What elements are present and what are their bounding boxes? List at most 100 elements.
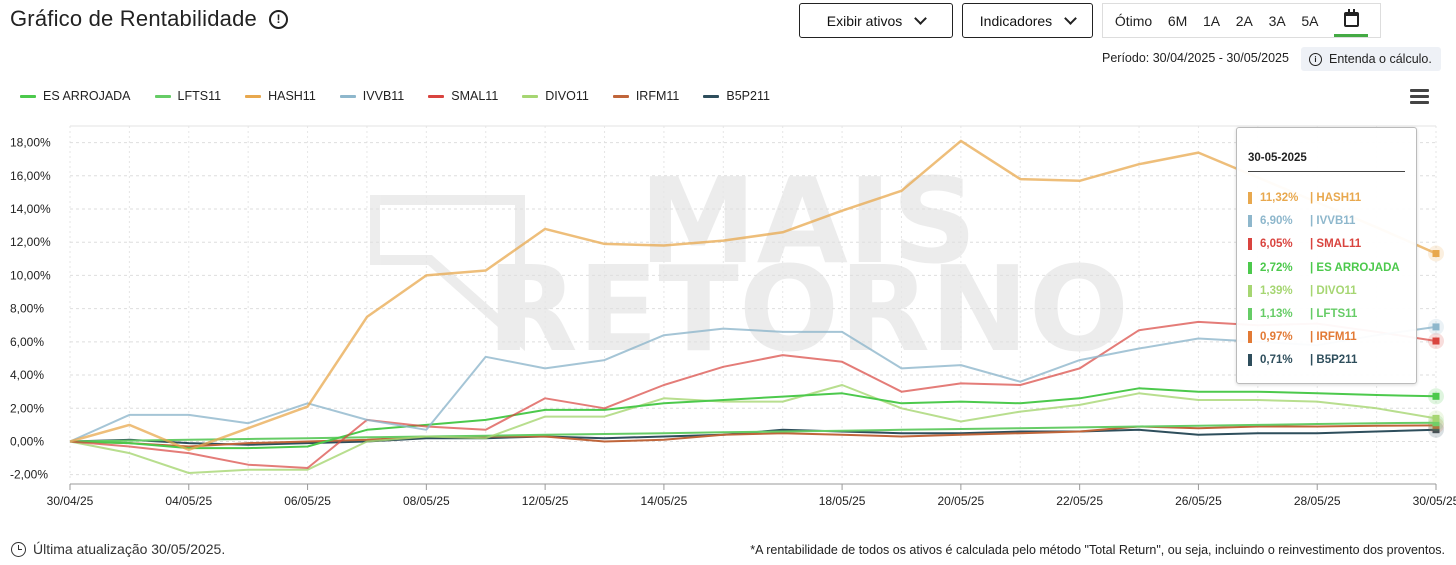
y-tick-label: 2,00% <box>10 401 44 415</box>
legend-item-b5p211[interactable]: B5P211 <box>703 89 770 103</box>
clock-icon <box>11 541 26 557</box>
series-line-es-arrojada <box>69 387 1437 450</box>
show-assets-dropdown[interactable]: Exibir ativos <box>799 3 953 38</box>
x-tick-label: 14/05/25 <box>641 494 688 508</box>
tooltip-row: 0,71% | B5P211 <box>1248 354 1358 367</box>
show-assets-label: Exibir ativos <box>826 12 903 29</box>
y-tick-label: 10,00% <box>10 268 51 282</box>
tooltip-color-bar <box>1248 192 1252 204</box>
info-icon[interactable]: ! <box>268 9 288 29</box>
tooltip-divider <box>1248 171 1405 172</box>
x-tick-label: 26/05/25 <box>1175 494 1222 508</box>
tooltip-label: | IVVB11 <box>1310 215 1356 228</box>
tooltip-label: | IRFM11 <box>1310 331 1357 344</box>
legend-item-irfm11[interactable]: IRFM11 <box>612 89 680 103</box>
legend-swatch <box>339 94 356 98</box>
tooltip-label: | B5P211 <box>1310 354 1358 367</box>
x-tick-label: 28/05/25 <box>1294 494 1341 508</box>
x-tick-label: 18/05/25 <box>819 494 866 508</box>
tooltip-row: 2,72% | ES ARROJADA <box>1248 261 1400 274</box>
legend-label: HASH11 <box>268 89 316 103</box>
x-tick-label: 30/05/25 <box>1413 494 1456 508</box>
tooltip-label: | SMAL11 <box>1310 238 1362 251</box>
chevron-down-icon <box>1064 11 1078 25</box>
tooltip-row: 6,90% | IVVB11 <box>1248 215 1356 228</box>
x-tick-label: 30/04/25 <box>47 494 94 508</box>
tooltip-row: 6,05% | SMAL11 <box>1248 238 1362 251</box>
series-end-marker <box>1432 419 1440 427</box>
legend-item-smal11[interactable]: SMAL11 <box>428 89 498 103</box>
tooltip-value: 0,71% <box>1260 354 1293 367</box>
legend-swatch <box>522 94 539 98</box>
legend-label: DIVO11 <box>545 89 589 103</box>
period-btn-1a[interactable]: 1A <box>1202 12 1221 29</box>
legend-label: SMAL11 <box>451 89 499 103</box>
tooltip-color-bar <box>1248 261 1252 274</box>
series-end-marker <box>1432 414 1440 422</box>
legend-swatch <box>703 94 720 98</box>
tooltip-color-bar <box>1248 331 1252 344</box>
calculation-link-label: Entenda o cálculo. <box>1329 52 1432 66</box>
period-btn-6m[interactable]: 6M <box>1167 12 1188 29</box>
y-tick-label: 12,00% <box>10 235 51 249</box>
period-btn-otimo[interactable]: Ótimo <box>1114 12 1153 29</box>
tooltip-value: 6,90% <box>1260 215 1293 228</box>
series-line-hash11 <box>69 139 1437 452</box>
period-range: Período: 30/04/2025 - 30/05/2025 <box>1102 51 1289 65</box>
legend-label: LFTS11 <box>177 89 222 103</box>
legend-swatch <box>154 94 171 98</box>
y-tick-label: 6,00% <box>10 335 44 349</box>
calculation-info-link[interactable]: i Entenda o cálculo. <box>1301 47 1441 71</box>
legend-item-ivvb11[interactable]: IVVB11 <box>339 89 405 103</box>
tooltip-label: | DIVO11 <box>1310 284 1357 297</box>
total-return-note: *A rentabilidade de todos os ativos é ca… <box>750 543 1445 557</box>
legend-swatch <box>20 94 36 98</box>
tooltip-label: | HASH11 <box>1310 192 1362 204</box>
last-update: Última atualização 30/05/2025. <box>11 541 225 557</box>
watermark-logo <box>370 195 525 352</box>
calendar-button[interactable] <box>1334 4 1369 37</box>
chart-menu-icon[interactable] <box>1410 89 1429 104</box>
x-tick-label: 04/05/25 <box>165 494 212 508</box>
y-tick-label: 18,00% <box>10 136 51 150</box>
tooltip-value: 2,72% <box>1260 261 1293 274</box>
y-tick-label: 8,00% <box>10 302 44 316</box>
last-update-text: Última atualização 30/05/2025. <box>33 541 226 557</box>
info-icon: i <box>1309 52 1322 66</box>
indicators-dropdown[interactable]: Indicadores <box>962 3 1093 38</box>
tooltip-color-bar <box>1248 215 1252 228</box>
legend-label: ES ARROJADA <box>43 89 131 103</box>
period-btn-2a[interactable]: 2A <box>1235 12 1253 29</box>
legend-swatch <box>428 94 445 98</box>
tooltip-color-bar <box>1248 308 1252 320</box>
tooltip-color-bar <box>1248 284 1252 297</box>
period-selector: Ótimo 6M 1A 2A 3A 5A <box>1102 3 1381 38</box>
series-end-marker <box>1432 250 1440 258</box>
title-row: Gráfico de Rentabilidade ! <box>10 6 288 32</box>
tooltip-value: 6,05% <box>1260 238 1293 251</box>
tooltip-value: 1,39% <box>1260 284 1293 297</box>
series-line-ivvb11 <box>69 325 1437 443</box>
legend-label: IRFM11 <box>635 89 680 103</box>
tooltip-date: 30-05-2025 <box>1248 152 1307 164</box>
legend-item-es-arrojada[interactable]: ES ARROJADA <box>20 89 131 103</box>
legend-item-divo11[interactable]: DIVO11 <box>522 89 589 103</box>
legend-item-hash11[interactable]: HASH11 <box>245 89 316 103</box>
legend-label: IVVB11 <box>362 89 405 103</box>
period-btn-3a[interactable]: 3A <box>1268 12 1286 29</box>
legend-item-lfts11[interactable]: LFTS11 <box>154 89 222 103</box>
legend-swatch <box>245 94 262 98</box>
y-tick-label: 14,00% <box>10 202 51 216</box>
tooltip-color-bar <box>1248 238 1252 251</box>
period-btn-5a[interactable]: 5A <box>1301 12 1319 29</box>
tooltip-row: 0,97% | IRFM11 <box>1248 331 1357 344</box>
chevron-down-icon <box>914 11 928 25</box>
tooltip-row: 1,13% | LFTS11 <box>1248 308 1357 320</box>
series-end-marker <box>1432 323 1440 331</box>
series-end-marker <box>1432 426 1440 434</box>
x-tick-label: 22/05/25 <box>1056 494 1103 508</box>
y-tick-label: 4,00% <box>10 368 44 382</box>
series-end-marker <box>1432 337 1440 345</box>
